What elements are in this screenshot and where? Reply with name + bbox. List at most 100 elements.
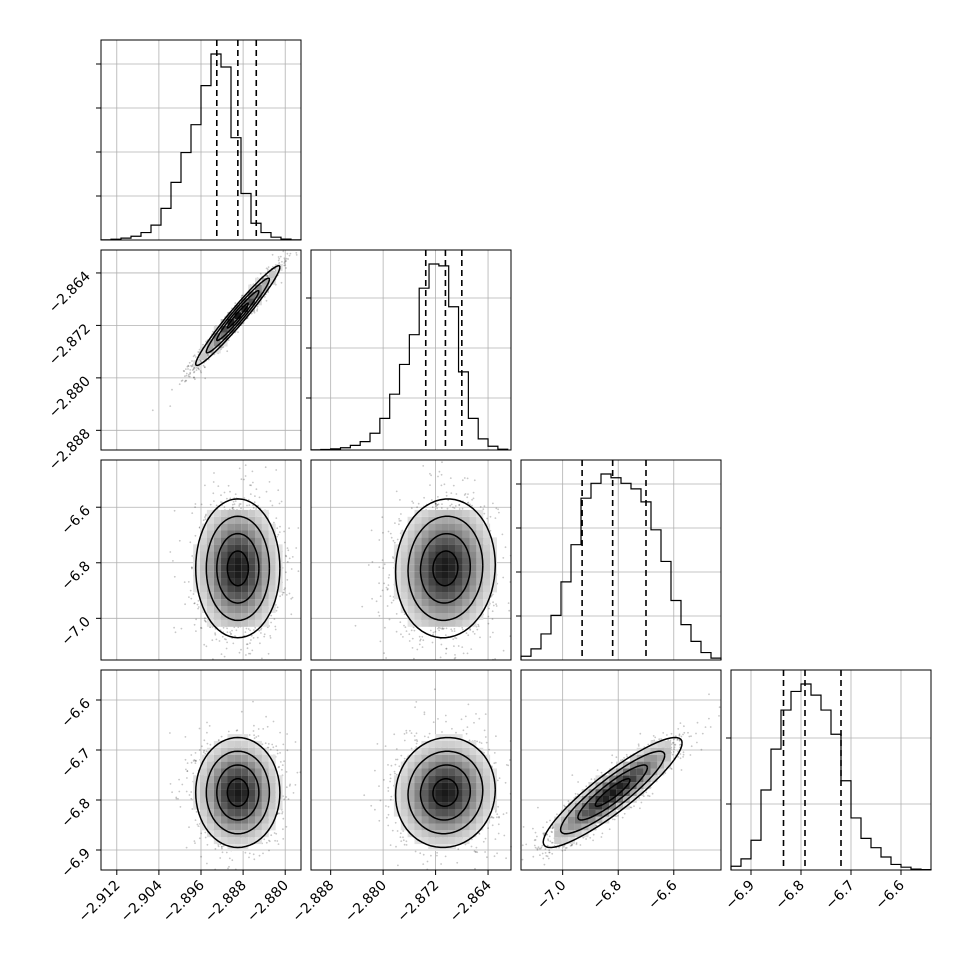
density-cell [414,537,422,545]
density-cell [234,551,242,558]
density-cell [435,837,442,845]
density-cell [455,619,463,627]
contour-line [226,550,250,587]
scatter-point [385,657,387,659]
scatter-point [289,252,292,255]
scatter-point [268,849,270,852]
density-cell [248,585,256,593]
scatter-point [488,607,490,610]
density-cell [435,761,442,769]
density-cell [462,558,470,565]
density-cell [448,544,456,552]
density-cell [650,761,658,769]
density-cell [428,809,436,817]
scatter-point [204,836,207,839]
density-cell [248,761,256,769]
scatter-point [434,502,437,505]
scatter-point [502,576,505,579]
y-tick-label: −7.0 [58,614,93,649]
density-cell [414,830,422,838]
scatter-point [389,844,392,846]
scatter-point [466,496,469,499]
density-cell [213,613,221,620]
scatter-point [491,610,494,613]
density-cell [462,551,470,558]
scatter-point [193,354,196,357]
density-cell [407,816,415,824]
panel-frame [520,669,722,871]
density-cell [462,747,470,755]
density-cell [241,530,249,538]
scatter-point [280,500,283,503]
scatter-point [547,839,550,842]
density-cell [414,816,422,824]
scatter-point [203,739,206,742]
scatter-point [199,370,202,372]
scatter-point [253,737,256,740]
density-cell [428,775,436,783]
density-cell [268,564,276,572]
density-cell [448,823,456,831]
contour-line [216,764,260,821]
density-cell [442,571,449,579]
density-cell [428,816,436,824]
density-cell [636,775,644,783]
density-cell [227,802,235,810]
density-cell [227,558,235,565]
density-cell [220,564,228,572]
density-cell [261,754,269,762]
density-cell [206,775,214,783]
scatter-point [400,840,403,842]
scatter-point [497,508,499,511]
scatter-point [267,275,269,278]
scatter-point [399,836,402,839]
density-cell [421,599,429,607]
scatter-point [279,525,281,528]
x-tick-label: −2.896 [160,877,208,925]
density-cells [393,734,497,851]
density-cell [255,768,262,776]
scatter-point [197,600,200,602]
scatter-point [241,294,244,297]
scatter-point [192,593,195,595]
scatter-point [172,560,174,562]
density-cell [206,795,214,803]
scatter-point [473,479,476,482]
scatter-point [437,627,439,630]
density-cell [428,768,436,776]
scatter-point [405,732,408,734]
scatter-point [387,805,390,808]
scatter-point [498,511,500,514]
contour-line [577,764,649,821]
density-cell [469,592,477,600]
scatter-point [464,715,467,718]
density-cell [261,619,269,627]
density-cell [428,523,436,531]
density-cell [476,516,484,524]
scatter-point [452,484,455,487]
density-cell [241,599,249,607]
scatter-point [429,484,431,486]
scatter-point [542,857,545,860]
density-cell [476,564,484,572]
density-cell [574,802,582,810]
density-cell [428,592,436,600]
scatter-point [200,855,203,858]
scatter-point [660,738,662,740]
density-cell [442,613,449,620]
scatter-point [443,627,445,630]
density-cell [248,837,256,845]
scatter-point [296,771,299,774]
scatter-point [466,477,469,480]
scatter-point [422,465,425,467]
scatter-point [548,851,550,854]
scatter-point [544,852,547,854]
scatter-point [283,798,286,801]
scatter-point [230,633,233,635]
density-cell [255,754,262,762]
scatter-point [405,844,408,846]
scatter-point [278,257,281,260]
scatter-point [546,844,549,847]
density-cell [248,558,256,565]
scatter-point [198,368,201,371]
